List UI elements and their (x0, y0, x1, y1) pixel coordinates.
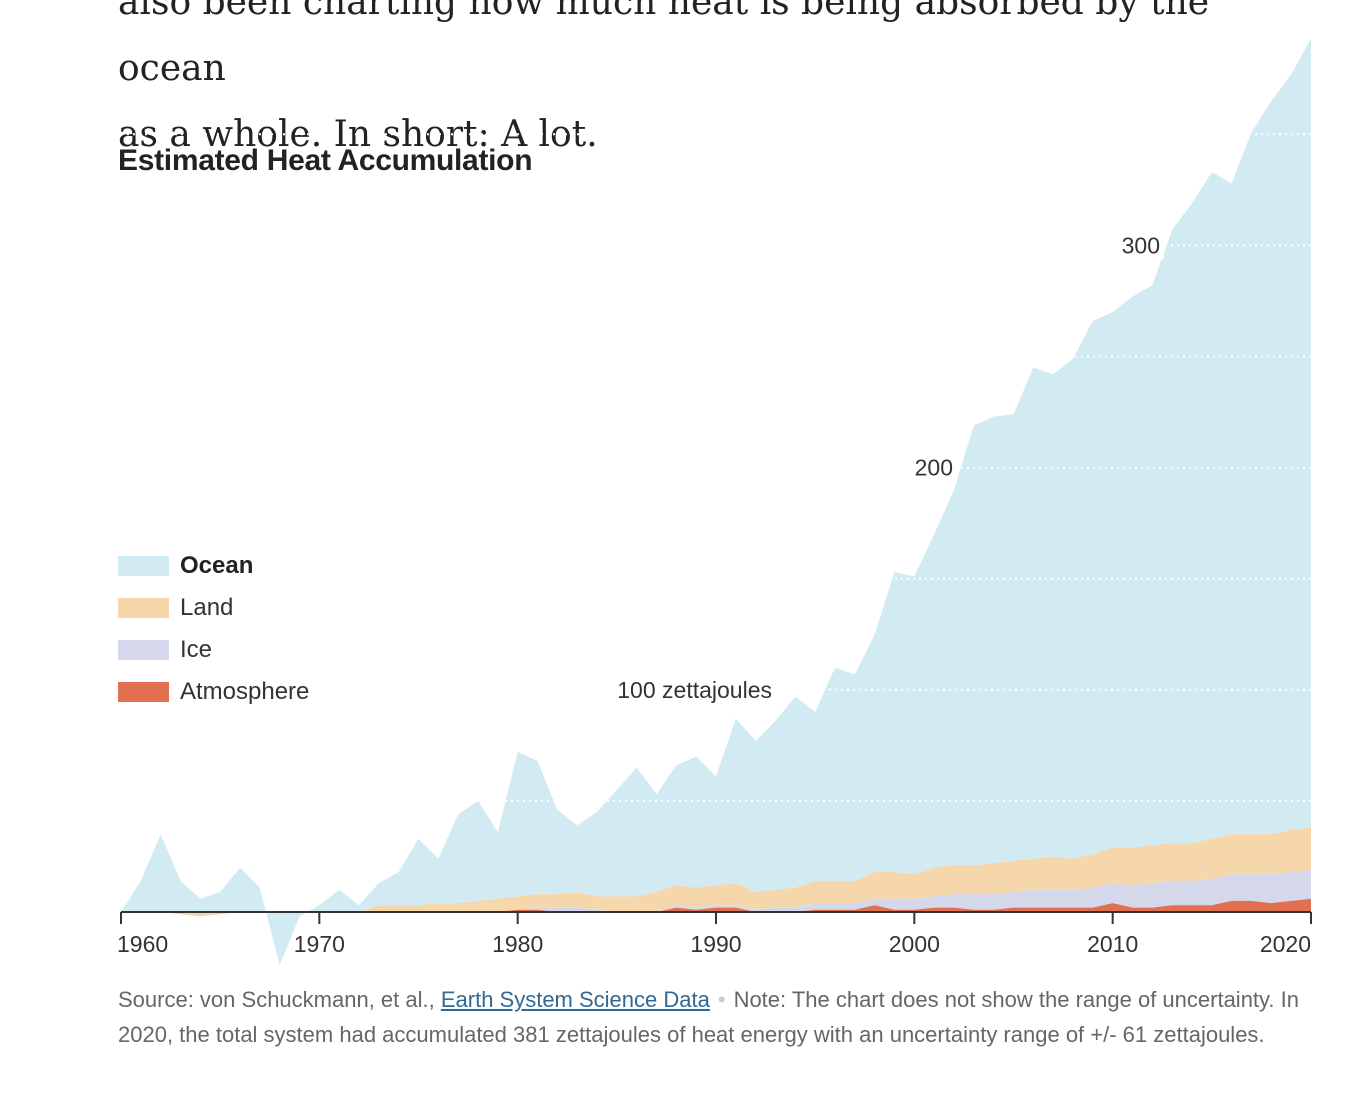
y-label-bg-100 (584, 675, 776, 704)
legend-item-ocean: Ocean (118, 545, 309, 587)
legend-item-land: Land (118, 587, 309, 629)
legend-item-ice: Ice (118, 629, 309, 671)
y-label-300: 300 (1122, 232, 1160, 258)
chart-title: Estimated Heat Accumulation (118, 144, 533, 177)
x-tick-label-1970: 1970 (294, 931, 345, 957)
article-intro: also been charting how much heat is bein… (118, 0, 1318, 168)
x-tick-label-2020: 2020 (1260, 931, 1311, 957)
area-ice (121, 869, 1311, 912)
heat-accumulation-chart: 100 zettajoules 200 300 1960 1970 1980 1990 20… (117, 38, 1312, 966)
y-label-bg-300 (1116, 231, 1164, 260)
chart-legend: Ocean Land Ice Atmosphere (118, 545, 309, 713)
x-tick-label-2000: 2000 (889, 931, 940, 957)
x-tick-label-1980: 1980 (492, 931, 543, 957)
x-tick-label-2010: 2010 (1087, 931, 1138, 957)
legend-swatch-ice (118, 640, 169, 660)
source-link[interactable]: Earth System Science Data (440, 987, 710, 1012)
x-axis: 1960 1970 1980 1990 2000 2010 2020 (117, 911, 1312, 957)
legend-swatch-land (118, 598, 169, 618)
area-ocean (121, 38, 1311, 966)
legend-swatch-atmosphere (118, 682, 169, 702)
x-tick-label-1990: 1990 (690, 931, 741, 957)
area-land (121, 827, 1311, 917)
legend-item-atmosphere: Atmosphere (118, 671, 309, 713)
separator-dot: • (717, 987, 726, 1012)
source-prefix: Source: von Schuckmann, et al., (118, 987, 441, 1012)
legend-label-atmosphere: Atmosphere (180, 678, 310, 705)
intro-line-1: also been charting how much heat is bein… (118, 0, 1210, 89)
y-label-200: 200 (915, 455, 953, 481)
y-label-layer: 100 zettajoules 200 300 (584, 231, 1164, 704)
y-label-100: 100 zettajoules (617, 677, 772, 703)
area-atmosphere (121, 898, 1311, 912)
legend-label-ocean: Ocean (180, 552, 254, 579)
source-note: Source: von Schuckmann, et al., Earth Sy… (118, 982, 1318, 1052)
legend-label-land: Land (180, 594, 234, 621)
legend-swatch-ocean (118, 556, 169, 576)
area-layer (121, 38, 1311, 966)
source-note-text: Note: The chart does not show the range … (118, 987, 1299, 1047)
legend-label-ice: Ice (180, 636, 213, 663)
y-label-bg-200 (909, 453, 957, 482)
x-tick-label-1960: 1960 (117, 931, 168, 957)
